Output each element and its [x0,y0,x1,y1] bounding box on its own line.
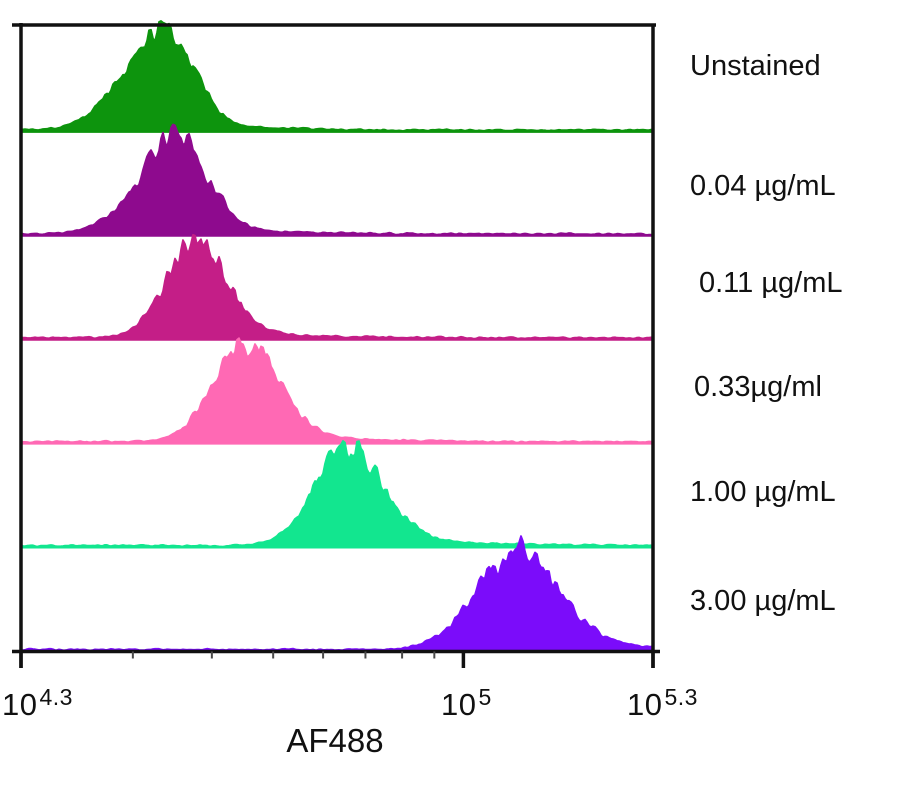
series-label-unstained: Unstained [690,50,821,82]
x-tick-label-mid: 105 [441,684,492,723]
histogram-curve-1 [21,123,653,237]
histogram-series-group [21,20,653,653]
histogram-curve-3 [21,337,653,445]
x-tick-label-right: 105.3 [627,684,698,723]
histogram-curve-5 [21,535,653,653]
series-label-0-33-ugml: 0.33µg/ml [694,371,822,403]
x-tick-base: 10 [441,687,477,722]
x-tick-exponent: 5.3 [664,684,698,710]
series-label-0-11-ugml: 0.11 µg/mL [699,267,843,299]
histogram-curve-4 [21,440,653,549]
series-label-1-00-ugml: 1.00 µg/mL [690,476,836,508]
x-tick-base: 10 [627,687,663,722]
x-tick-exponent: 5 [478,684,492,710]
series-label-3-00-ugml: 3.00 µg/mL [690,585,836,617]
x-axis-title: AF488 [286,722,384,759]
histogram-curve-2 [21,233,653,341]
histogram-curve-0 [21,20,653,133]
x-tick-exponent: 4.3 [39,684,73,710]
x-tick-base: 10 [2,687,38,722]
plot-frame-group [12,23,660,668]
x-tick-label-left: 104.3 [2,684,73,723]
series-label-0-04-ugml: 0.04 µg/mL [690,170,836,202]
